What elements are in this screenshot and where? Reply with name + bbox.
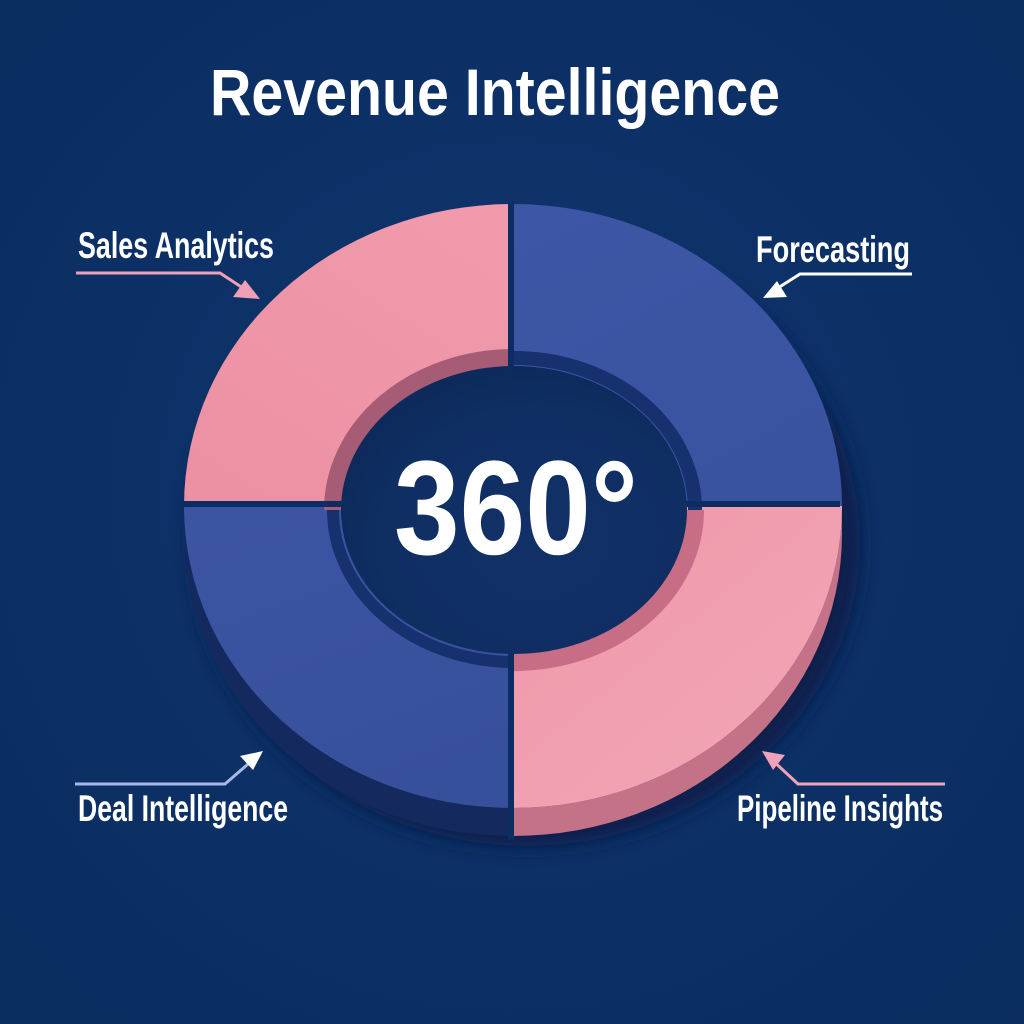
svg-text:Sales Analytics: Sales Analytics (78, 225, 274, 266)
svg-text:Forecasting: Forecasting (756, 229, 910, 270)
svg-text:Pipeline Insights: Pipeline Insights (737, 788, 943, 829)
svg-text:360°: 360° (394, 434, 638, 583)
svg-text:Revenue Intelligence: Revenue Intelligence (210, 55, 780, 129)
svg-text:Deal Intelligence: Deal Intelligence (78, 788, 288, 829)
